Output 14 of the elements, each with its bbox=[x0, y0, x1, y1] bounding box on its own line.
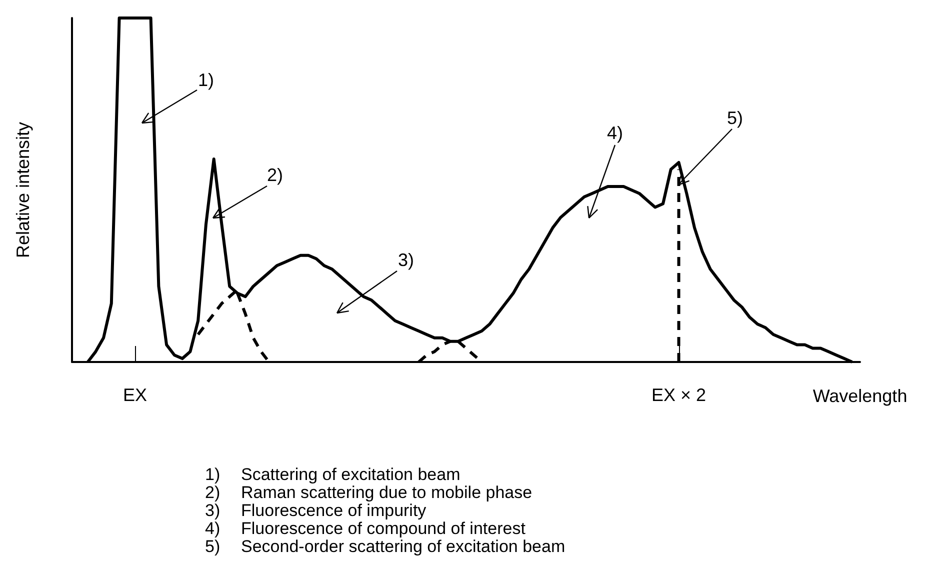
text: 2) Raman scattering due to mobile phase bbox=[205, 483, 532, 502]
text: 1) Scattering of excitation beam bbox=[205, 465, 460, 484]
x-tick-label: EX bbox=[123, 385, 148, 405]
annotation: 5) bbox=[727, 108, 744, 128]
text: 5) Second-order scattering of excitation beam bbox=[205, 537, 566, 556]
annotation: 2) bbox=[267, 165, 284, 185]
x-tick-label: EX × 2 bbox=[651, 385, 706, 405]
text: 4) Fluorescence of compound of interest bbox=[205, 519, 526, 538]
text: 3) Fluorescence of impurity bbox=[205, 501, 426, 520]
annotation: 3) bbox=[398, 250, 414, 270]
y-axis-title: Relative intensity bbox=[13, 122, 33, 258]
annotation: 1) bbox=[198, 70, 214, 90]
x-axis-title: Wavelength bbox=[812, 386, 908, 406]
annotation: 4) bbox=[607, 123, 624, 143]
